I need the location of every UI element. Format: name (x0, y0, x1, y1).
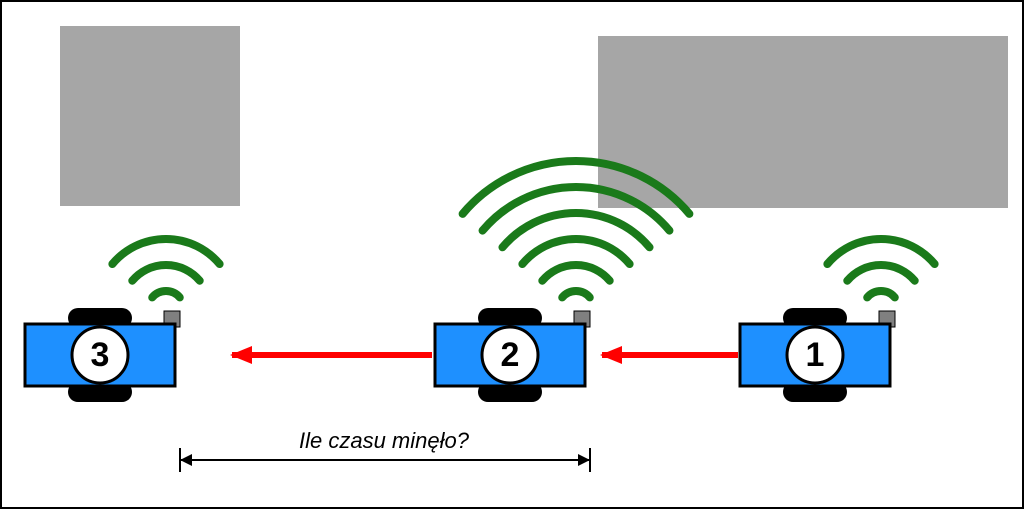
obstacle-left (60, 26, 240, 206)
caption-text: Ile czasu minęło? (299, 428, 470, 453)
robot-label: 1 (806, 336, 825, 374)
robot-label: 3 (91, 336, 110, 374)
robot-label: 2 (501, 336, 520, 374)
